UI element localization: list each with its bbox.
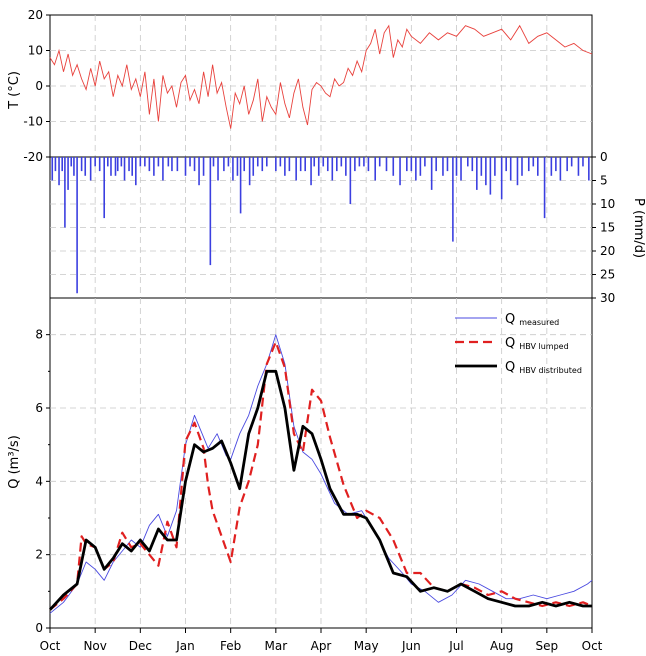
y-tick-label: 15 <box>600 221 615 235</box>
x-tick-label: Oct <box>582 639 603 653</box>
month-x-axis: Oct Nov Dec Jan Feb Mar Apr May Jun Jul Aug Sep Oct <box>40 628 603 653</box>
y-tick-label: 0 <box>35 79 43 93</box>
x-tick-label: Aug <box>490 639 513 653</box>
discharge-series <box>48 334 593 614</box>
legend-label: Q HBV distributed <box>505 360 582 375</box>
precipitation-y-ticks: 0 5 10 15 20 25 30 <box>592 150 615 305</box>
y-tick-label: 2 <box>35 548 43 562</box>
y-tick-label: 10 <box>28 44 43 58</box>
x-tick-label: Jan <box>175 639 195 653</box>
discharge-y-ticks: 0 2 4 6 8 <box>35 328 50 635</box>
discharge-gridlines <box>50 298 592 628</box>
x-tick-label: Jun <box>401 639 421 653</box>
y-tick-label: 25 <box>600 268 615 282</box>
x-tick-label: Sep <box>536 639 559 653</box>
precipitation-bars <box>51 157 590 294</box>
x-tick-label: Feb <box>220 639 241 653</box>
y-tick-label: 0 <box>35 621 43 635</box>
y-tick-label: 4 <box>35 474 43 488</box>
y-tick-label: 20 <box>28 8 43 22</box>
y-tick-label: 10 <box>600 197 615 211</box>
temperature-y-ticks: -20 -10 0 10 20 <box>23 8 50 164</box>
temperature-series-line <box>49 24 593 129</box>
legend-label: Q HBV lumped <box>505 336 569 351</box>
x-tick-label: Jul <box>448 639 463 653</box>
temperature-panel: -20 -10 0 10 20 T (°C) <box>7 8 593 164</box>
y-tick-label: -10 <box>23 115 43 129</box>
y-tick-label: 5 <box>600 174 608 188</box>
discharge-series-line <box>49 340 593 611</box>
discharge-series-line <box>48 369 592 611</box>
y-tick-label: 0 <box>600 150 608 164</box>
y-tick-label: 20 <box>600 244 615 258</box>
y-tick-label: 6 <box>35 401 43 415</box>
x-tick-label: Mar <box>265 639 288 653</box>
discharge-axis-title: Q (m³/s) <box>7 435 22 489</box>
precipitation-gridlines <box>50 157 592 298</box>
precipitation-axis-title: P (mm/d) <box>631 198 646 258</box>
x-tick-label: Nov <box>83 639 106 653</box>
temperature-axis-title: T (°C) <box>7 71 22 110</box>
x-tick-label: Apr <box>311 639 332 653</box>
x-tick-label: Dec <box>129 639 152 653</box>
y-tick-label: 8 <box>35 328 43 342</box>
x-tick-label: May <box>354 639 379 653</box>
y-tick-label: -20 <box>23 150 43 164</box>
x-tick-label: Oct <box>40 639 61 653</box>
precipitation-panel: 0 5 10 15 20 25 30 P (mm/d) <box>49 150 646 305</box>
y-tick-label: 30 <box>600 291 615 305</box>
